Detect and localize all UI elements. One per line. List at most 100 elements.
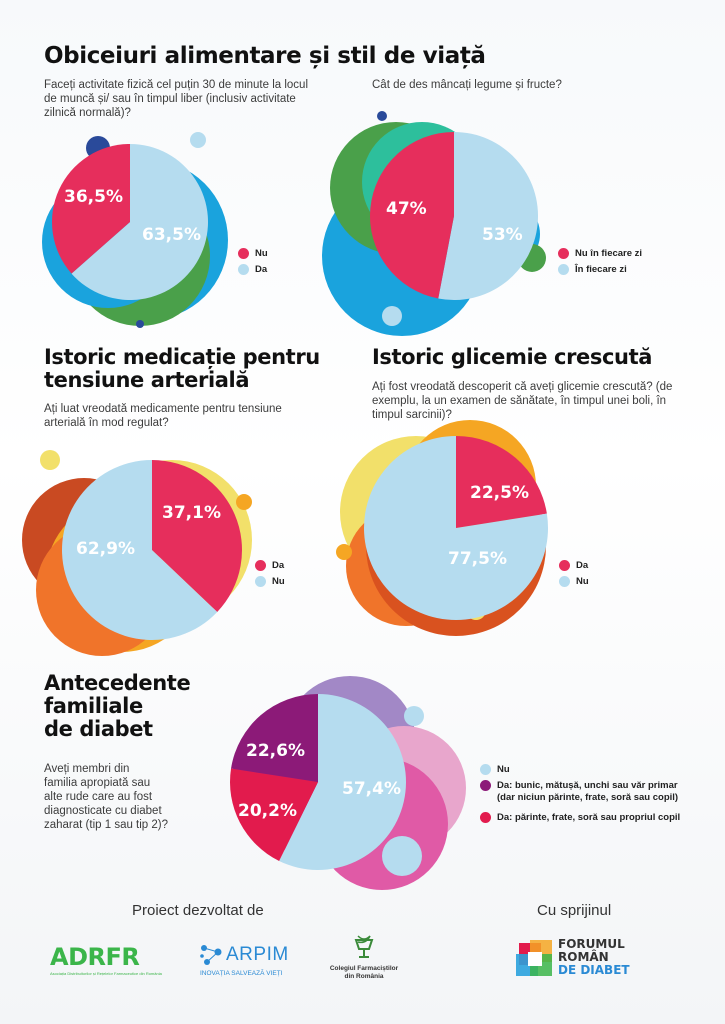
legend-dot	[558, 264, 569, 275]
legend-line: Da: bunic, mătușă, unchi sau văr primar	[497, 780, 678, 791]
frd-squares-icon	[516, 940, 552, 976]
question-line: zaharat (tip 1 sau tip 2)?	[44, 819, 169, 831]
pie-slice-0	[279, 694, 407, 870]
frd-line: FORUMUL	[558, 937, 625, 951]
title-line: de diabet	[44, 717, 153, 742]
question-line: familia apropiată sau	[44, 777, 151, 789]
legend-item-zilnic: În fiecare zi	[558, 264, 642, 276]
pie-slice-1	[364, 436, 549, 620]
adrfr-logo[interactable]: ADRFR Asociația Distribuitorilor și Rețe…	[50, 943, 170, 976]
legend-family: Nu Da: bunic, mătușă, unchi sau văr prim…	[480, 764, 680, 828]
pie-slice-1	[62, 460, 218, 640]
legend-label: Da	[255, 264, 268, 275]
pct-label-nu: 62,9%	[76, 539, 135, 559]
title-line: familiale	[44, 694, 143, 719]
legend-item-nu: Nu	[480, 764, 680, 776]
question-physical-activity: Faceți activitate fizică cel puțin 30 de…	[44, 79, 308, 119]
section-title-family: Antecedente familiale de diabet	[44, 671, 191, 742]
legend-item-nu: Nu	[238, 248, 268, 260]
pct-label-da: 37,1%	[162, 503, 221, 523]
cfr-name: Colegiul Farmaciștilor din România	[326, 965, 402, 981]
legend-item-da: Da	[559, 560, 589, 572]
frd-line: DE DIABET	[558, 963, 630, 977]
pct-label-zilnic: 53%	[482, 225, 523, 245]
legend-dot	[480, 780, 491, 791]
legend-item-nu-zilnic: Nu în fiecare zi	[558, 248, 642, 260]
arpim-wordmark: ARPIM	[226, 944, 289, 965]
pct-label-parinte: 20,2%	[238, 801, 297, 821]
cfr-logo[interactable]: Colegiul Farmaciștilor din România	[326, 932, 402, 981]
question-bp: Ați luat vreodată medicamente pentru ten…	[44, 403, 282, 429]
legend-dot	[255, 560, 266, 571]
legend-item-nu: Nu	[255, 576, 285, 588]
question-line: diagnosticate cu diabet	[44, 805, 162, 817]
legend-label: Nu în fiecare zi	[575, 248, 643, 259]
legend-label: Da: bunic, mătușă, unchi sau văr primar(…	[497, 780, 678, 804]
legend-label: Nu	[497, 764, 510, 775]
legend-dot	[480, 812, 491, 823]
molecule-icon	[200, 945, 222, 965]
pct-label-nu: 57,4%	[342, 779, 401, 799]
legend-dot	[480, 764, 491, 775]
question-line: Aveți membri din	[44, 763, 130, 775]
pie-slice-0	[152, 460, 243, 613]
legend-label: Da	[272, 560, 285, 571]
arpim-tagline: INOVAȚIA SALVEAZĂ VIEȚI	[200, 970, 283, 977]
cfr-line: Colegiul Farmaciștilor	[329, 965, 399, 972]
pie-chart-family: 57,4% 22,6% 20,2%	[230, 676, 466, 890]
legend-dot	[238, 248, 249, 259]
legend-line: (dar niciun părinte, frate, soră sau cop…	[497, 792, 679, 803]
legend-glycemia: Da Nu	[559, 560, 589, 592]
pie-slice-2	[230, 768, 318, 861]
legend-dot	[255, 576, 266, 587]
pie-chart-vegetables: 47% 53%	[322, 111, 546, 336]
pie-chart-physical-activity: 36,5% 63,5%	[42, 132, 228, 328]
legend-item-da: Da	[255, 560, 285, 572]
pie-slice-0	[370, 132, 454, 299]
legend-bp: Da Nu	[255, 560, 285, 592]
pct-label-rude: 22,6%	[246, 741, 305, 761]
legend-vegetables: Nu în fiecare zi În fiecare zi	[558, 248, 642, 280]
pie-slice-0	[456, 436, 547, 528]
legend-physical-activity: Nu Da	[238, 248, 268, 280]
legend-label: Nu	[255, 248, 268, 259]
frd-wordmark: FORUMUL ROMÂN DE DIABET	[558, 938, 630, 977]
legend-dot	[559, 560, 570, 571]
question-family: Aveți membri din familia apropiată sau a…	[44, 762, 214, 832]
pharmacy-snake-cup-icon	[354, 935, 374, 958]
pct-label-da: 63,5%	[142, 225, 201, 245]
question-glycemia: Ați fost vreodată descoperit că aveți gl…	[372, 381, 673, 421]
pie-slice-1	[231, 694, 318, 782]
legend-label: Da: părinte, frate, soră sau propriul co…	[497, 812, 681, 823]
legend-dot	[559, 576, 570, 587]
developed-by-label: Proiect dezvoltat de	[132, 902, 264, 919]
title-line: Antecedente	[44, 671, 191, 695]
pie-slice-1	[438, 132, 539, 300]
legend-label: Nu	[272, 576, 285, 587]
cfr-line: din România	[344, 973, 384, 980]
section-title-glycemia: Istoric glicemie crescută	[372, 345, 653, 369]
pct-label-nu: 77,5%	[448, 549, 507, 569]
pie-slice-1	[71, 144, 209, 300]
pie-chart-glycemia: 22,5% 77,5%	[336, 420, 549, 636]
legend-item-rude: Da: bunic, mătușă, unchi sau văr primar(…	[480, 780, 680, 804]
pie-slice-0	[52, 144, 130, 274]
adrfr-wordmark: ADRFR	[50, 943, 140, 971]
legend-label: Nu	[576, 576, 589, 587]
legend-label: În fiecare zi	[575, 264, 627, 275]
adrfr-subtitle: Asociația Distribuitorilor și Rețelelor …	[50, 971, 162, 976]
question-vegetables: Cât de des mâncați legume și fructe?	[372, 79, 562, 91]
pct-label-nu: 36,5%	[64, 187, 123, 207]
legend-label: Da	[576, 560, 589, 571]
title-line: Istoric medicație pentru	[44, 345, 320, 369]
legend-dot	[238, 264, 249, 275]
legend-item-nu: Nu	[559, 576, 589, 588]
legend-item-da: Da	[238, 264, 268, 276]
supported-by-label: Cu sprijinul	[537, 902, 612, 919]
page-title: Obiceiuri alimentare și stil de viață	[44, 43, 486, 69]
pct-label-da: 22,5%	[470, 483, 529, 503]
pct-label-nu-zilnic: 47%	[386, 199, 427, 219]
question-line: alte rude care au fost	[44, 791, 153, 803]
section-title-bp: Istoric medicație pentru tensiune arteri…	[44, 345, 320, 392]
pie-chart-bp: 37,1% 62,9%	[22, 450, 252, 656]
